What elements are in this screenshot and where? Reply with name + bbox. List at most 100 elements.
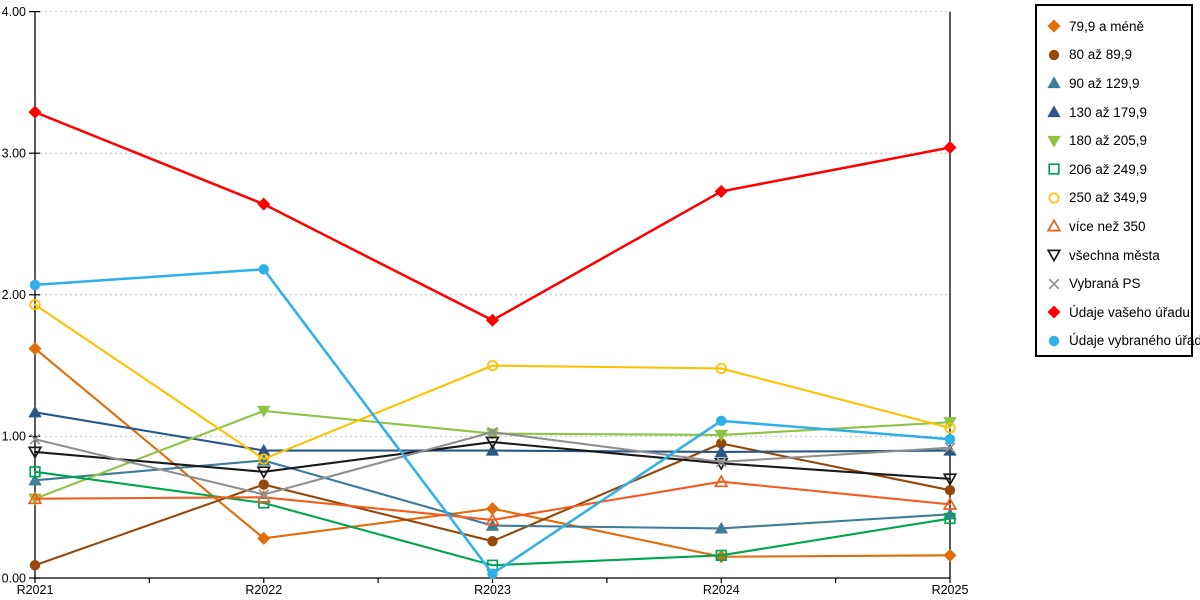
legend-item-label: 250 až 349,9 [1069, 190, 1148, 206]
legend-item-daje-va-eho-adu: Údaje vašeho úřadu [1046, 298, 1191, 327]
series-marker [944, 434, 956, 445]
legend-marker-icon [1047, 19, 1061, 33]
series-marker [485, 436, 500, 450]
series-marker [28, 342, 42, 356]
legend-item-label: všechna města [1069, 247, 1160, 263]
x-tick-label: R2023 [474, 583, 511, 597]
series-vybran-ps [29, 426, 956, 500]
legend-item-vybran-ps: Vybraná PS [1046, 269, 1191, 298]
series-marker [944, 442, 956, 454]
series-marker [714, 521, 728, 534]
legend-item-label: více než 350 [1069, 218, 1146, 234]
series-marker [714, 184, 728, 198]
series-marker [943, 548, 957, 562]
series-marker [487, 568, 498, 579]
series-line [33, 303, 952, 461]
legend-marker-icon [1046, 249, 1062, 263]
legend-marker-icon [1047, 305, 1061, 319]
series-marker [943, 141, 957, 155]
vybran-ps-marker-icon [1048, 278, 1060, 290]
legend-item-label: 90 až 129,9 [1069, 75, 1140, 91]
daje-vybran-ho-adu-marker-icon [1048, 335, 1060, 347]
series-marker [942, 497, 958, 510]
series-marker [258, 453, 270, 465]
y-tick-label: 3.00 [2, 147, 26, 161]
daje-va-eho-adu-marker-icon [1047, 305, 1061, 319]
series-marker [258, 264, 269, 275]
180-a-205-9-marker-icon [1047, 135, 1061, 148]
legend-item-180-a-205-9: 180 až 205,9 [1046, 126, 1191, 155]
legend-marker-icon [1048, 278, 1060, 290]
legend-item-label: 180 až 205,9 [1069, 133, 1148, 149]
series-marker [257, 197, 271, 211]
y-tick-label: 0.00 [2, 571, 26, 585]
series-daje-va-eho-adu [28, 105, 957, 327]
v-echna-m-sta-marker-icon [1046, 249, 1062, 263]
series-marker [944, 422, 956, 434]
legend-item-80-a-89-9: 80 až 89,9 [1046, 41, 1191, 70]
v-ce-ne-350-marker-icon [1046, 219, 1062, 232]
legend-marker-icon [1048, 192, 1060, 204]
legend: 79,9 a méně 80 až 89,9 90 až 129,9 130 až 1… [1035, 4, 1200, 357]
y-tick-label: 4.00 [2, 5, 26, 19]
series-marker [486, 360, 499, 372]
legend-item-label: Údaje vybraného úřadu [1069, 333, 1200, 349]
series-206-a-249-9 [29, 466, 956, 571]
series-marker [27, 491, 43, 505]
series-marker [256, 466, 272, 480]
x-tick-label: R2022 [245, 583, 282, 597]
130-a-179-9-marker-icon [1047, 105, 1061, 118]
x-tick-label: R2025 [932, 583, 969, 597]
series-130-a-179-9 [28, 405, 957, 458]
legend-item-label: Údaje vašeho úřadu [1069, 304, 1190, 320]
series-marker [28, 473, 42, 486]
legend-marker-icon [1046, 219, 1062, 232]
206-a-249-9-marker-icon [1048, 163, 1060, 175]
legend-marker-icon [1048, 335, 1060, 347]
series-marker [485, 313, 500, 327]
legend-marker-icon [1048, 49, 1060, 61]
series-marker [29, 560, 41, 571]
series-line [33, 441, 952, 480]
legend-item-daje-vybran-ho-adu: Údaje vybraného úřadu [1046, 327, 1200, 356]
series-marker [944, 485, 956, 496]
250-a-349-9-marker-icon [1048, 192, 1060, 204]
series-marker [713, 474, 729, 488]
legend-item-250-a-349-9: 250 až 349,9 [1046, 184, 1191, 213]
series-marker [28, 405, 42, 418]
series-marker [485, 512, 500, 526]
x-tick-label: R2024 [703, 583, 740, 597]
series-marker [487, 535, 498, 547]
series-marker [29, 299, 41, 311]
series-marker [29, 433, 41, 445]
79-9-a-m-n-marker-icon [1047, 19, 1061, 33]
series-80-a-89-9 [29, 438, 956, 571]
series-marker [258, 479, 269, 490]
series-marker [487, 426, 498, 438]
legend-item-79-9-a-m-n: 79,9 a méně [1046, 12, 1191, 41]
series-marker [944, 512, 956, 525]
series-marker [715, 549, 727, 561]
series-marker [942, 473, 958, 487]
y-tick-label: 1.00 [2, 430, 26, 444]
series-90-a-129-9 [28, 453, 957, 534]
legend-marker-icon [1048, 163, 1060, 175]
series-marker [715, 456, 727, 468]
series-line [33, 110, 952, 322]
legend-item-130-a-179-9: 130 až 179,9 [1046, 98, 1191, 127]
series-line [33, 459, 952, 530]
series-250-a-349-9 [29, 299, 956, 465]
series-line [33, 480, 952, 521]
legend-item-label: Vybraná PS [1069, 276, 1141, 292]
series-marker [29, 466, 41, 478]
legend-marker-icon [1047, 105, 1061, 118]
series-marker [485, 443, 500, 456]
legend-item-v-echna-m-sta: všechna města [1046, 241, 1191, 270]
80-a-89-9-marker-icon [1048, 49, 1060, 61]
series-marker [28, 105, 42, 119]
x-tick-label: R2021 [17, 583, 54, 597]
series-marker [714, 429, 728, 442]
series-marker [257, 405, 271, 418]
legend-item-label: 206 až 249,9 [1069, 161, 1148, 177]
